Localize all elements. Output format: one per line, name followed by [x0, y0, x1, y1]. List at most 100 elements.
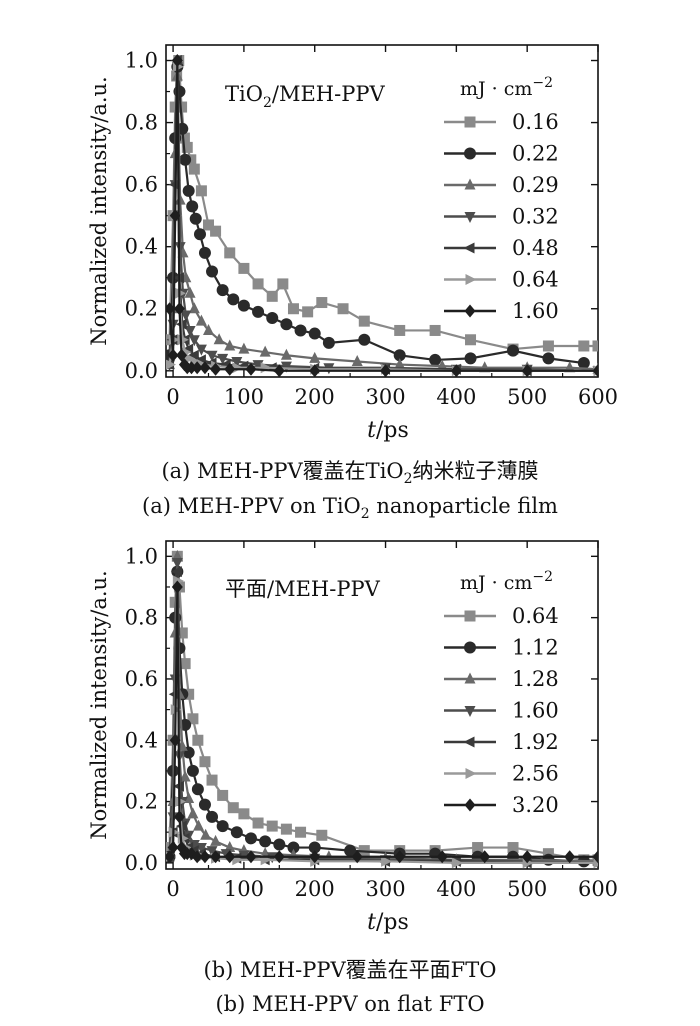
data-point	[309, 850, 321, 864]
data-point	[224, 850, 236, 864]
legend-label: 0.32	[512, 205, 559, 229]
data-point	[169, 733, 181, 747]
data-point	[472, 842, 484, 854]
data-point	[216, 820, 229, 833]
plot-frame	[165, 540, 599, 870]
data-point	[230, 826, 243, 839]
series-1.60	[166, 54, 598, 377]
caption-b-en: (b) MEH-PPV on flat FTO	[215, 992, 485, 1016]
legend-marker	[464, 798, 476, 812]
data-point	[231, 356, 243, 368]
data-point	[393, 349, 406, 362]
data-point	[302, 306, 314, 318]
data-point	[202, 219, 214, 231]
data-point	[188, 839, 200, 851]
data-point	[168, 179, 180, 191]
data-point	[166, 850, 176, 864]
legend: mJ · cm−2 0.64 1.12 1.28 1.60 1.92 2.56 3.20	[444, 569, 559, 817]
data-point	[273, 838, 286, 851]
data-point	[224, 247, 236, 259]
data-point	[238, 342, 250, 354]
legend-marker	[464, 641, 476, 654]
data-point	[199, 850, 211, 864]
legend-marker	[464, 147, 476, 160]
data-point	[381, 855, 393, 867]
data-point	[464, 352, 477, 365]
data-point	[266, 290, 278, 302]
legend-marker	[463, 736, 475, 748]
data-point	[217, 353, 229, 365]
data-point	[224, 362, 236, 376]
chart-panel-a: 0 100 200 300 400 500 600 0.0 0.2 0.4 0.6 0.8 1.0 t/p…	[87, 44, 618, 522]
x-tick-label: 200	[295, 385, 335, 409]
data-point	[394, 850, 406, 864]
x-tick-label: 500	[507, 385, 547, 409]
data-point	[182, 184, 195, 197]
data-point	[173, 810, 185, 824]
data-point	[479, 850, 491, 864]
x-tick-label: 600	[578, 877, 618, 901]
chart-panel-b: 0 100 200 300 400 500 600 0.0 0.2 0.4 0.6 0.8 1.0 t/p…	[0, 525, 700, 1026]
data-point	[245, 362, 257, 376]
data-point	[227, 802, 239, 814]
legend-label: 3.20	[512, 793, 559, 817]
data-point	[180, 310, 192, 322]
data-point	[213, 333, 225, 345]
chart-b-svg: 0 100 200 300 400 500 600 0.0 0.2 0.4 0.6 0.8 1.0 t/p…	[87, 540, 618, 935]
data-point	[542, 340, 554, 352]
data-point	[171, 580, 183, 594]
data-point	[199, 756, 211, 768]
caption-a-en-pre: (a) MEH-PPV on TiO	[142, 494, 361, 518]
data-point	[224, 339, 236, 351]
legend-item-0.48: 0.48	[444, 236, 559, 260]
legend-label: 1.12	[512, 636, 559, 660]
data-point	[521, 850, 533, 864]
data-point	[237, 299, 250, 312]
data-point	[358, 333, 371, 346]
data-point	[521, 364, 533, 377]
data-point	[238, 808, 250, 820]
data-point	[191, 361, 203, 375]
chart-title: 平面/MEH-PPV	[225, 577, 381, 601]
data-point	[294, 324, 307, 337]
plot-frame	[165, 44, 599, 378]
data-point	[266, 312, 279, 325]
caption-a-cn-pre: (a) MEH-PPV覆盖在TiO	[161, 459, 404, 483]
data-point	[171, 54, 183, 68]
plot-area	[166, 54, 598, 377]
legend-label: 0.16	[512, 110, 559, 134]
data-point	[592, 850, 598, 864]
x-tick-label: 500	[507, 877, 547, 901]
x-tick-label: 300	[365, 877, 405, 901]
legend-marker	[465, 768, 477, 779]
data-point	[193, 228, 206, 241]
y-tick-label: 0.6	[125, 173, 158, 197]
legend: mJ · cm−2 0.16 0.22 0.29 0.32 0.48 0.64 1.60	[444, 75, 559, 323]
legend-item-0.64: 0.64	[444, 604, 559, 628]
legend-item-0.16: 0.16	[444, 110, 559, 134]
data-point	[380, 364, 392, 377]
data-point	[592, 340, 598, 352]
data-point	[507, 842, 519, 854]
y-tick-label: 0.8	[125, 111, 158, 135]
data-point	[337, 303, 349, 315]
axes: 0 100 200 300 400 500 600 0.0 0.2 0.4 0.6 0.8 1.0	[125, 541, 618, 901]
data-point	[166, 359, 177, 370]
legend-marker	[464, 178, 476, 190]
data-point	[309, 351, 321, 363]
data-point	[187, 807, 199, 819]
data-point	[344, 844, 357, 857]
legend-marker	[464, 610, 476, 622]
data-point	[169, 209, 181, 223]
x-tick-label: 0	[166, 877, 179, 901]
data-point	[351, 850, 363, 864]
data-point	[206, 810, 219, 823]
y-tick-label: 0.4	[125, 235, 158, 259]
x-axis-label: t/ps	[367, 418, 409, 443]
series-3.20	[166, 580, 598, 864]
data-point	[578, 340, 590, 352]
data-point	[507, 344, 520, 357]
data-point	[185, 361, 197, 375]
data-point	[252, 278, 264, 290]
data-point	[198, 798, 211, 811]
